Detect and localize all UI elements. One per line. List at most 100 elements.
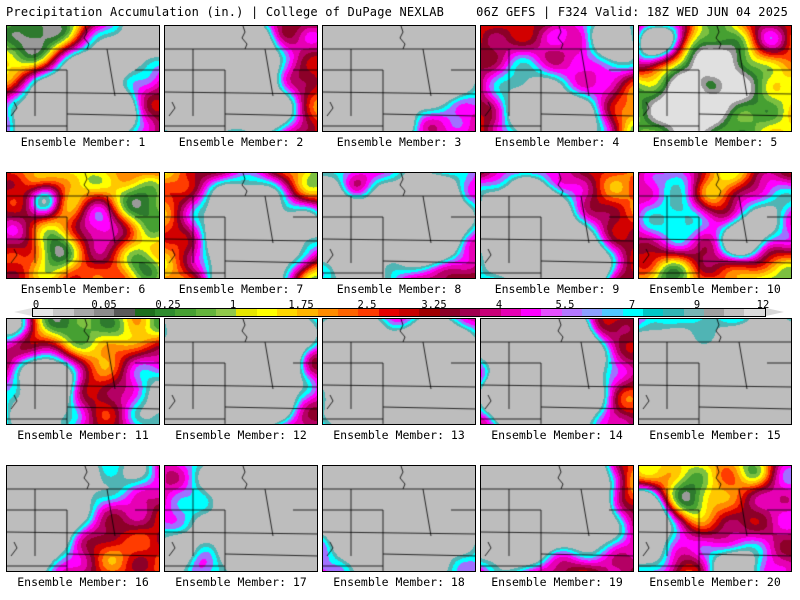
- precip-field: [165, 319, 317, 424]
- ensemble-member-label: Ensemble Member: 17: [175, 575, 307, 589]
- ensemble-member-label: Ensemble Member: 9: [494, 282, 620, 296]
- colorbar-tick-label: 5.5: [555, 299, 575, 311]
- ensemble-member-map: [164, 318, 318, 425]
- ensemble-member-map: [638, 465, 792, 572]
- colorbar-bin: [175, 309, 196, 316]
- precip-field: [165, 26, 317, 131]
- colorbar-tick-label: 0.25: [155, 299, 181, 311]
- colorbar-tick-label: 4: [495, 299, 503, 311]
- colorbar-bin: [419, 309, 440, 316]
- colorbar-bin: [134, 309, 155, 316]
- colorbar-bin: [683, 309, 704, 316]
- ensemble-member-label: Ensemble Member: 13: [333, 428, 465, 442]
- ensemble-member-label: Ensemble Member: 8: [336, 282, 462, 296]
- colorbar-bin: [744, 309, 765, 316]
- colorbar-tick-label: 0: [32, 299, 40, 311]
- ensemble-member-map: [6, 465, 160, 572]
- ensemble-member-label: Ensemble Member: 18: [333, 575, 465, 589]
- colorbar-bin: [602, 309, 623, 316]
- colorbar-tick-label: 3.25: [421, 299, 447, 311]
- colorbar-tick-label: 9: [693, 299, 701, 311]
- colorbar-tick-label: 7: [628, 299, 636, 311]
- ensemble-member-map: [480, 318, 634, 425]
- colorbar-bin: [317, 309, 338, 316]
- ensemble-member-label: Ensemble Member: 20: [649, 575, 781, 589]
- precip-field: [7, 319, 159, 424]
- ensemble-member-label: Ensemble Member: 10: [649, 282, 781, 296]
- precip-field: [481, 26, 633, 131]
- ensemble-member-label: Ensemble Member: 7: [178, 282, 304, 296]
- precip-field: [323, 319, 475, 424]
- colorbar-tick-label: 1.75: [288, 299, 314, 311]
- colorbar-bin: [53, 309, 74, 316]
- ensemble-member-map: [164, 25, 318, 132]
- precip-field: [323, 466, 475, 571]
- precip-field: [481, 173, 633, 278]
- ensemble-member-label: Ensemble Member: 11: [17, 428, 149, 442]
- precip-field: [323, 173, 475, 278]
- colorbar: 0 0.05 0.25 1 1.75 2.5 3.25 4 5.5 7 9 12: [8, 299, 792, 319]
- colorbar-bin: [520, 309, 542, 316]
- colorbar-bin: [215, 309, 237, 316]
- precip-field: [481, 466, 633, 571]
- ensemble-member-label: Ensemble Member: 5: [652, 135, 778, 149]
- colorbar-tick-label: 12: [756, 299, 770, 311]
- precip-field: [165, 173, 317, 278]
- colorbar-bin: [724, 309, 745, 316]
- colorbar-bin: [297, 309, 318, 316]
- colorbar-bin: [276, 309, 298, 316]
- ensemble-member-map: [322, 172, 476, 279]
- model-valid-time: 06Z GEFS | F324 Valid: 18Z WED JUN 04 20…: [476, 5, 788, 19]
- precip-field: [165, 466, 317, 571]
- ensemble-member-map: [6, 25, 160, 132]
- colorbar-bin: [561, 309, 582, 316]
- ensemble-member-map: [164, 465, 318, 572]
- ensemble-member-map: [6, 172, 160, 279]
- colorbar-bin: [398, 309, 420, 316]
- ensemble-member-map: [480, 465, 634, 572]
- colorbar-bin: [93, 309, 115, 316]
- colorbar-strip: [32, 308, 766, 317]
- colorbar-bin: [703, 309, 725, 316]
- ensemble-member-label: Ensemble Member: 14: [491, 428, 623, 442]
- ensemble-member-label: Ensemble Member: 19: [491, 575, 623, 589]
- colorbar-bin: [256, 309, 277, 316]
- colorbar-bin: [622, 309, 643, 316]
- colorbar-bin: [236, 309, 257, 316]
- precip-field: [7, 173, 159, 278]
- ensemble-member-map: [322, 318, 476, 425]
- ensemble-member-label: Ensemble Member: 4: [494, 135, 620, 149]
- ensemble-member-map: [480, 172, 634, 279]
- precip-field: [323, 26, 475, 131]
- colorbar-bin: [358, 309, 379, 316]
- ensemble-member-label: Ensemble Member: 6: [20, 282, 146, 296]
- ensemble-member-map: [164, 172, 318, 279]
- precip-field: [481, 319, 633, 424]
- colorbar-tick-label: 1: [229, 299, 237, 311]
- colorbar-max-arrow: [766, 308, 784, 316]
- ensemble-member-map: [6, 318, 160, 425]
- chart-title: Precipitation Accumulation (in.) | Colle…: [6, 5, 445, 19]
- ensemble-member-label: Ensemble Member: 15: [649, 428, 781, 442]
- precip-field: [639, 466, 791, 571]
- ensemble-member-map: [322, 465, 476, 572]
- ensemble-member-label: Ensemble Member: 2: [178, 135, 304, 149]
- colorbar-bin: [378, 309, 399, 316]
- colorbar-bin: [33, 309, 54, 316]
- precip-field: [7, 466, 159, 571]
- colorbar-bin: [663, 309, 684, 316]
- precip-field: [639, 26, 791, 131]
- ensemble-member-label: Ensemble Member: 3: [336, 135, 462, 149]
- colorbar-bin: [459, 309, 481, 316]
- precip-field: [639, 173, 791, 278]
- colorbar-bin: [154, 309, 176, 316]
- colorbar-bin: [114, 309, 135, 316]
- colorbar-tick-label: 2.5: [357, 299, 377, 311]
- colorbar-bin: [195, 309, 216, 316]
- ensemble-member-label: Ensemble Member: 12: [175, 428, 307, 442]
- ensemble-member-label: Ensemble Member: 16: [17, 575, 149, 589]
- precip-field: [639, 319, 791, 424]
- colorbar-bin: [500, 309, 521, 316]
- colorbar-bin: [480, 309, 501, 316]
- ensemble-member-map: [638, 25, 792, 132]
